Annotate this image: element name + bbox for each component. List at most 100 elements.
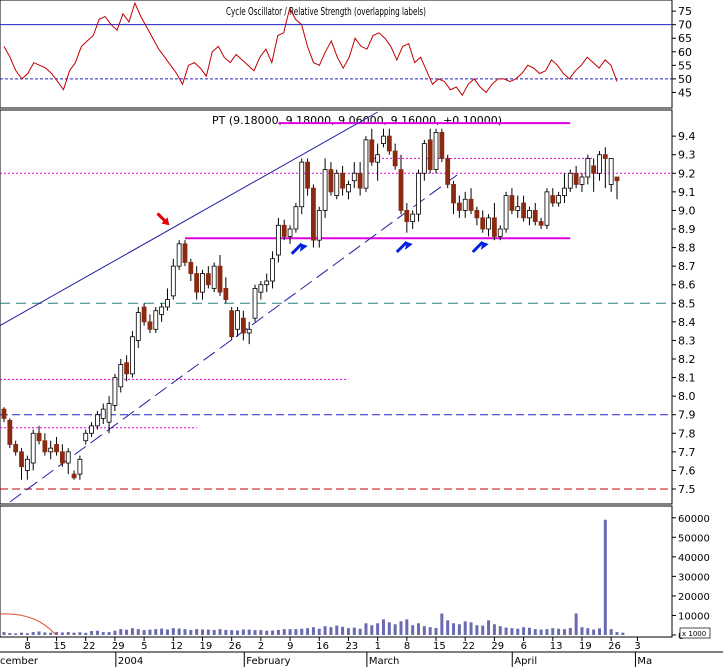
blue-arrow-icon-head <box>299 243 308 252</box>
volume-bar <box>522 627 526 635</box>
date-tick-label: 22 <box>83 641 96 652</box>
candle-up <box>135 312 141 341</box>
blue-arrow-icon-shaft <box>471 240 484 254</box>
candle-up <box>346 184 351 193</box>
candle-up <box>363 139 369 189</box>
volume-bar <box>498 626 502 635</box>
oscillator-frame <box>0 0 673 109</box>
volume-bar <box>224 629 228 635</box>
volume-bar <box>527 627 531 635</box>
volume-bar <box>346 628 350 635</box>
volume-bar <box>200 629 204 635</box>
price-tick-label: 9.3 <box>678 149 696 162</box>
volume-bar <box>177 628 181 635</box>
oscillator-tick-label: 75 <box>678 5 692 18</box>
volume-bar <box>119 629 123 635</box>
volume-bar <box>101 632 105 635</box>
volume-bar <box>294 629 298 635</box>
volume-bar <box>393 624 397 635</box>
candle-up <box>381 135 386 144</box>
candle-up <box>170 265 176 297</box>
candle-up <box>275 224 281 256</box>
candle-up <box>416 172 421 215</box>
volume-bar <box>195 629 199 635</box>
candle-down <box>521 202 526 219</box>
volume-bar <box>2 632 6 635</box>
month-label: cember <box>0 656 39 667</box>
volume-bar <box>236 630 240 635</box>
candle-down <box>42 440 48 453</box>
date-tick-label: 15 <box>54 641 67 652</box>
price-tick-label: 7.6 <box>678 464 696 477</box>
volume-bar <box>25 633 29 635</box>
price-tick-label: 8.8 <box>678 242 696 255</box>
volume-bar <box>311 627 315 635</box>
volume-bar <box>8 633 12 635</box>
volume-bar <box>603 519 607 635</box>
volume-bar <box>387 622 391 635</box>
volume-bar <box>206 629 210 635</box>
candle-down <box>229 310 235 338</box>
lower-trendline <box>9 172 460 503</box>
oscillator-series-line <box>3 1 618 97</box>
volume-bar <box>31 632 35 635</box>
candle-up <box>585 158 591 178</box>
volume-unit-label: x 1000 <box>682 630 706 638</box>
candle-down <box>19 451 24 468</box>
candle-up <box>334 172 340 196</box>
price-tick-label: 7.8 <box>678 427 696 440</box>
month-label: February <box>246 656 290 667</box>
candle-down <box>36 432 42 442</box>
candle-down <box>340 172 346 189</box>
candle-down <box>550 195 556 204</box>
volume-bar <box>66 632 70 635</box>
volume-bar <box>568 627 572 635</box>
volume-bar <box>212 629 216 635</box>
volume-bar <box>37 631 41 635</box>
candle-down <box>491 217 497 237</box>
date-tick-label: 16 <box>316 641 329 652</box>
candle-up <box>118 364 124 388</box>
price-tick-label: 9.1 <box>678 186 696 199</box>
candle-up <box>48 447 54 453</box>
volume-bar <box>341 626 345 635</box>
price-tick-label: 8.0 <box>678 390 696 403</box>
candle-down <box>357 172 363 189</box>
date-tick-label: 29 <box>491 641 504 652</box>
volume-bar <box>183 629 187 635</box>
candle-down <box>328 169 334 193</box>
candle-down <box>386 135 392 152</box>
oscillator-tick-label: 70 <box>678 19 692 32</box>
candle-down <box>591 165 597 174</box>
candle-down <box>468 198 474 211</box>
volume-bar <box>492 624 496 635</box>
candle-down <box>223 288 229 300</box>
candle-down <box>240 317 246 334</box>
date-tick-label: 19 <box>579 641 592 652</box>
candle-down <box>602 154 608 159</box>
volume-bar <box>160 628 164 635</box>
volume-bar <box>422 626 426 635</box>
volume-bar <box>481 625 485 635</box>
volume-bar <box>72 632 76 635</box>
candle-up <box>462 198 468 211</box>
volume-bar <box>452 623 456 635</box>
candle-up <box>30 432 36 464</box>
month-label: March <box>369 656 399 667</box>
candle-up <box>270 258 275 282</box>
date-tick-label: 8 <box>24 641 30 652</box>
volume-bar <box>335 625 339 635</box>
volume-bar <box>510 628 514 635</box>
volume-bar <box>14 633 18 635</box>
blue-arrow-icon-head <box>480 242 489 250</box>
candle-up <box>562 187 567 196</box>
candle-down <box>205 273 211 286</box>
candle-up <box>497 228 503 237</box>
volume-bar <box>545 629 549 635</box>
volume-bar <box>533 629 537 635</box>
candle-up <box>433 132 439 170</box>
price-tick-label: 8.5 <box>678 297 696 310</box>
candle-up <box>130 336 135 375</box>
volume-bar <box>615 632 619 635</box>
